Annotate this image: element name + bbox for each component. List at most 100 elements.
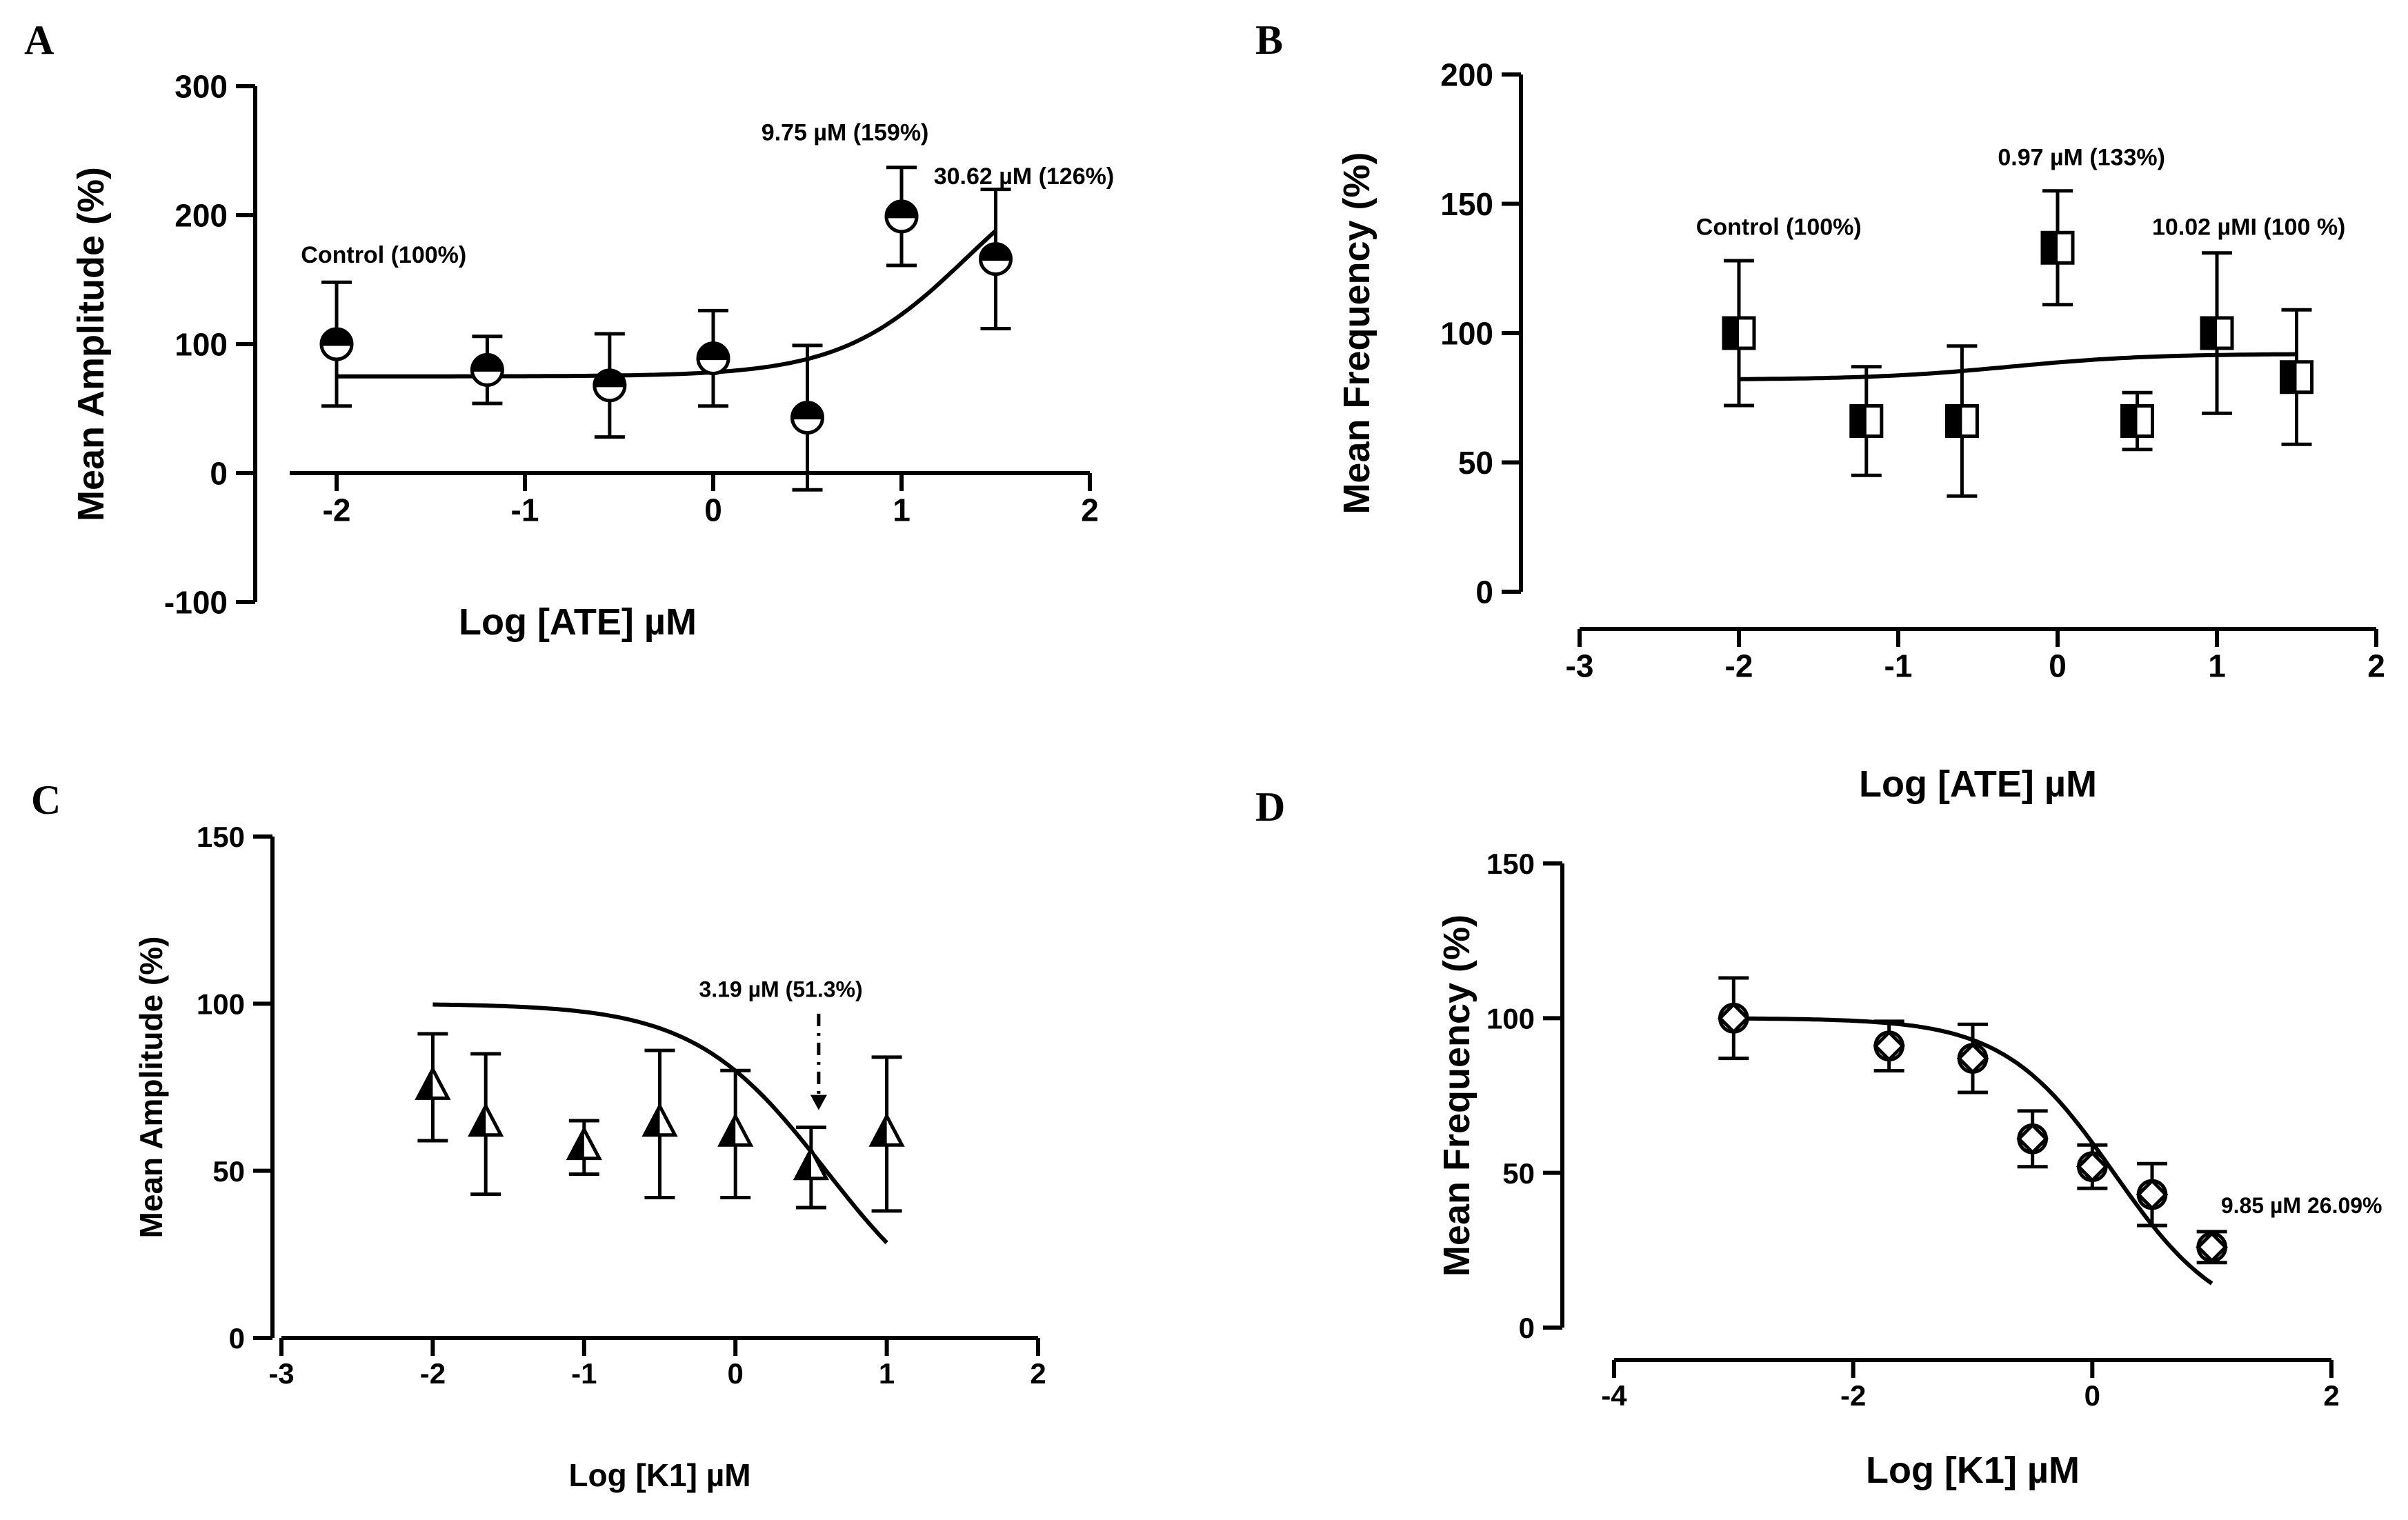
panel-a-x-tick-label: 2 [1081,492,1099,528]
panel-d-marker [2136,1179,2168,1210]
panel-a-marker-fill [980,243,1011,259]
panel-c-y-tick-label: 0 [229,1322,245,1354]
panel-c-x-tick-label: -1 [571,1357,597,1390]
panel-a-y-tick-label: 200 [175,198,228,234]
panel-d-marker [1957,1043,1989,1074]
panel-b-y-tick-label: 50 [1458,445,1493,481]
panel-a-marker-fill [792,402,823,418]
panel-c-x-tick-label: 0 [728,1357,744,1390]
panel-b-chart: 0 50 100 150 200 -3 -2 -1 0 1 2 Log [ATE] µM Mean Fr… [1336,57,2385,805]
panel-b-data-point [2040,189,2075,307]
panel-d-marker-diamond [1873,1030,1906,1063]
panel-letter-a: A [24,17,54,63]
panel-d-marker-diamond [2136,1178,2169,1211]
panel-b-data-point [2280,308,2314,446]
panel-a-data-point [593,332,627,439]
panel-a-data-point [696,308,730,408]
panel-c-marker-fill [795,1149,811,1179]
panel-a-data-point [884,166,919,268]
panel-a-annotation: Control (100%) [301,242,466,268]
panel-c-y-tick-label: 150 [197,821,245,853]
panel-a-y-tick-label: 300 [175,69,228,105]
panel-b-y-tick-label: 200 [1440,57,1493,93]
panel-c-x-tick-label: -2 [420,1357,446,1390]
panel-a-marker-fill [321,329,352,344]
panel-c-marker-fill [720,1116,736,1146]
panel-a-marker-fill [886,201,917,217]
panel-b-data-point [1722,259,1756,408]
panel-d-marker-diamond [1956,1042,1989,1074]
panel-d-data-point [1717,976,1750,1061]
panel-a-data-point [979,188,1013,331]
panel-b-y-axis-title: Mean Frequency (%) [1336,152,1377,514]
panel-c-arrow-head [810,1094,827,1110]
panel-b-data-point [2200,251,2234,415]
panel-d-marker [2017,1123,2048,1154]
panel-d-marker [2077,1151,2108,1182]
panel-d-marker-diamond [2076,1150,2109,1183]
panel-b-fit-curve [1738,352,2297,381]
panel-d-marker-diamond [1717,1001,1750,1034]
panel-b-marker-fill [2122,406,2138,437]
panel-b-y-tick-label: 0 [1475,574,1493,610]
panel-c-marker-fill [644,1106,660,1135]
panel-c-y-axis-title: Mean Amplitude (%) [133,937,169,1239]
panel-d-y-axis-title: Mean Frequency (%) [1436,914,1477,1277]
panel-d-marker-diamond [2016,1122,2049,1155]
panel-c-marker-fill [417,1069,433,1099]
panel-b-data-point [2120,390,2154,452]
panel-d-x-tick-label: 0 [2084,1379,2100,1412]
panel-a-marker-fill [594,370,625,386]
panel-d-data-point [1873,1019,1906,1073]
panel-c-data-point [468,1052,504,1197]
panel-c-data-point [641,1048,678,1199]
panel-a-annotation: 30.62 µM (126%) [934,163,1115,190]
panel-c-data-point [717,1068,754,1199]
panel-d-x-tick-label: 2 [2323,1379,2339,1412]
panel-b-data-point [1849,365,1884,477]
panel-b-annotation: 10.02 µMI (100 %) [2152,214,2345,241]
panel-b-x-tick-label: -2 [1725,648,1753,684]
panel-a-x-tick-label: -2 [323,492,351,528]
panel-b-x-tick-label: 1 [2208,648,2226,684]
panel-c-data-point [566,1119,602,1177]
panel-b-x-axis-title: Log [ATE] µM [1859,763,2097,805]
panel-d-data-point [2016,1109,2049,1169]
panel-c-y-tick-label: 50 [212,1155,245,1188]
panel-d-data-point [1956,1022,1989,1094]
panel-a-fit-curve [337,229,997,379]
panel-d-data-point [2196,1230,2229,1265]
panel-c-data-point [793,1126,830,1210]
panel-b-x-tick-label: -1 [1884,648,1913,684]
panel-c-marker-fill [871,1116,887,1146]
panel-d-x-tick-label: -2 [1840,1379,1866,1412]
panel-d-x-axis-title: Log [K1] µM [1866,1450,2080,1491]
panel-d-y-tick-label: 100 [1486,1002,1535,1034]
panel-b-x-tick-label: 0 [2049,648,2067,684]
panel-b-marker-fill [2202,318,2217,348]
panel-a-marker-fill [698,343,728,359]
panel-d-x-tick-label: -4 [1601,1379,1627,1412]
panel-a-x-tick-label: 1 [893,492,911,528]
panel-b-annotation: Control (100%) [1696,214,1862,241]
panel-a-chart: -100 0 100 200 300 -2 -1 0 1 2 Log [ATE] µM Mean Am… [70,69,1114,643]
panel-c-y-tick-label: 100 [197,988,245,1020]
panel-a-data-point [470,334,504,406]
panel-c-x-tick-label: 2 [1030,1357,1046,1390]
panel-b-marker-fill [1947,406,1962,437]
panel-d-marker [2196,1232,2227,1263]
panel-b-annotation: 0.97 µM (133%) [1998,144,2165,170]
panel-a-y-tick-label: -100 [164,585,228,621]
panel-b-x-tick-label: 2 [2367,648,2385,684]
panel-d-marker [1718,1003,1749,1034]
panel-c-data-point [415,1032,451,1143]
panel-d-marker-diamond [2196,1231,2229,1263]
panel-c-arrow [810,1013,827,1110]
panel-d-data-point [2136,1161,2169,1228]
panel-d-annotation: 9.85 µM 26.09% [2221,1193,2382,1218]
panel-c-x-tick-label: -3 [268,1357,294,1390]
panel-b-marker-fill [1851,406,1867,437]
panel-a-data-point [790,343,824,492]
panel-b-marker-fill [2281,361,2297,392]
